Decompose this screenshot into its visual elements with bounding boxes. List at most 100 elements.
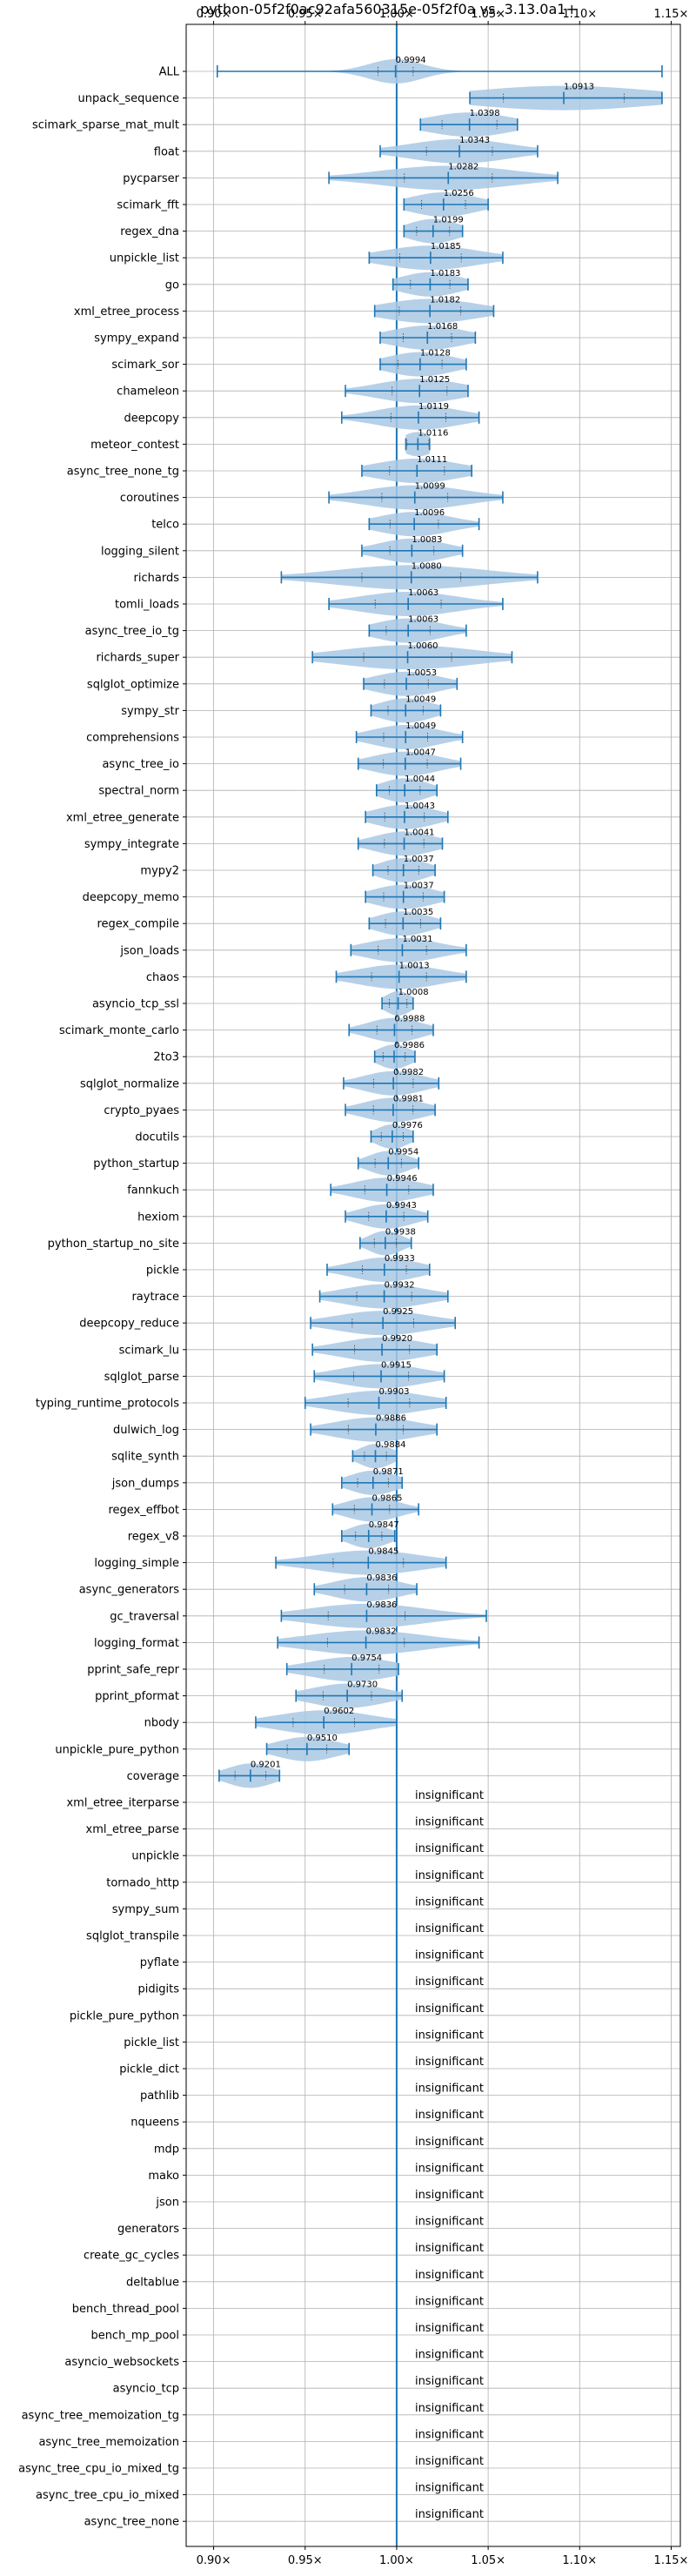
x-tick-label-top: 1.05×: [471, 8, 505, 21]
value-label: 1.0049: [405, 721, 436, 731]
benchmark-label: async_tree_none_tg: [67, 466, 179, 479]
benchmark-label: tomli_loads: [115, 599, 179, 612]
value-label: 1.0282: [448, 162, 478, 171]
benchmark-label: dulwich_log: [113, 1424, 179, 1437]
x-tick-label-bottom: 1.15×: [654, 2554, 689, 2567]
benchmark-label: deepcopy_memo: [83, 891, 179, 904]
insignificant-label: insignificant: [415, 2109, 484, 2122]
value-label: 1.0044: [405, 775, 435, 784]
benchmark-label: async_tree_none: [84, 2516, 179, 2529]
insignificant-label: insignificant: [415, 2322, 484, 2335]
benchmark-label: mako: [148, 2170, 179, 2183]
benchmark-label: comprehensions: [86, 732, 179, 745]
x-tick-label-top: 1.00×: [379, 8, 414, 21]
benchmark-label: sqlglot_transpile: [86, 1930, 179, 1943]
benchmark-label: logging_silent: [101, 545, 179, 558]
benchmark-label: generators: [117, 2223, 179, 2236]
value-label: 1.0116: [418, 428, 448, 438]
benchmark-label: sqlglot_normalize: [80, 1077, 179, 1090]
benchmark-label: python_startup: [93, 1157, 179, 1171]
value-label: 0.9933: [385, 1254, 415, 1264]
benchmark-label: sympy_integrate: [84, 838, 179, 851]
benchmark-label: ALL: [159, 66, 180, 79]
value-label: 0.9832: [366, 1627, 397, 1636]
value-label: 0.9201: [251, 1760, 281, 1769]
benchmark-label: fannkuch: [127, 1184, 179, 1197]
value-label: 0.9925: [383, 1307, 413, 1317]
value-label: 0.9903: [379, 1387, 410, 1397]
insignificant-label: insignificant: [415, 2375, 484, 2388]
insignificant-label: insignificant: [415, 2508, 484, 2521]
value-label: 1.0183: [430, 269, 460, 278]
value-label: 0.9943: [386, 1201, 417, 1211]
insignificant-label: insignificant: [415, 2242, 484, 2255]
value-label: 1.0041: [405, 828, 435, 837]
value-label: 0.9982: [393, 1068, 424, 1077]
value-label: 0.9836: [366, 1600, 397, 1610]
value-label: 1.0035: [403, 908, 433, 917]
value-label: 0.9836: [366, 1573, 397, 1583]
benchmark-label: xml_etree_parse: [86, 1823, 179, 1836]
benchmark-label: raytrace: [131, 1291, 179, 1304]
benchmark-label: coroutines: [120, 492, 179, 505]
value-label: 1.0096: [414, 508, 445, 518]
benchmark-label: async_tree_cpu_io_mixed: [36, 2489, 179, 2502]
benchmark-label: float: [154, 145, 179, 158]
benchmark-label: async_generators: [79, 1584, 180, 1597]
benchmark-label: 2to3: [153, 1051, 179, 1064]
benchmark-label: pickle_pure_python: [70, 2009, 179, 2023]
benchmark-label: sqlite_synth: [111, 1451, 179, 1464]
benchmark-label: sqlglot_parse: [104, 1371, 179, 1384]
insignificant-label: insignificant: [415, 1816, 484, 1829]
benchmark-label: pickle_list: [124, 2036, 179, 2049]
benchmark-label: nbody: [144, 1717, 180, 1730]
benchmark-label: coverage: [127, 1770, 179, 1783]
value-label: 1.0049: [405, 694, 436, 704]
benchmark-label: pyflate: [140, 1956, 179, 1969]
value-label: 0.9510: [307, 1734, 338, 1743]
insignificant-label: insignificant: [415, 2083, 484, 2096]
value-label: 1.0398: [470, 109, 500, 118]
value-label: 1.0199: [433, 216, 464, 225]
value-label: 1.0080: [412, 561, 442, 571]
benchmark-label: sympy_str: [121, 705, 179, 718]
x-tick-label-bottom: 1.05×: [471, 2554, 505, 2567]
value-label: 0.9730: [347, 1680, 378, 1690]
benchmark-label: go: [165, 278, 179, 292]
insignificant-label: insignificant: [415, 2056, 484, 2069]
benchmark-label: logging_simple: [94, 1557, 179, 1570]
value-label: 0.9938: [385, 1227, 416, 1237]
benchmark-label: unpickle_pure_python: [55, 1743, 179, 1756]
benchmark-label: xml_etree_iterparse: [66, 1797, 179, 1810]
value-label: 1.0168: [427, 322, 458, 332]
x-tick-label-bottom: 1.10×: [562, 2554, 597, 2567]
benchmark-label: unpickle: [131, 1850, 179, 1863]
chart-title: python-05f2f0ac92afa560315e-05f2f0a vs. …: [200, 1, 578, 17]
benchmark-label: async_tree_io: [102, 758, 179, 771]
benchmark-label: meteor_contest: [90, 439, 179, 452]
plot-frame: [185, 23, 681, 2547]
insignificant-label: insignificant: [415, 2349, 484, 2362]
insignificant-label: insignificant: [415, 1869, 484, 1882]
insignificant-label: insignificant: [415, 1842, 484, 1855]
benchmark-label: scimark_fft: [117, 199, 179, 212]
benchmark-label: asyncio_websockets: [64, 2356, 179, 2369]
value-label: 1.0083: [412, 535, 442, 545]
value-label: 0.9884: [376, 1440, 406, 1450]
value-label: 1.0256: [444, 189, 474, 198]
benchmark-label: mdp: [154, 2143, 179, 2156]
value-label: 1.0343: [459, 136, 490, 145]
value-label: 0.9915: [381, 1360, 412, 1370]
value-label: 1.0111: [417, 455, 447, 465]
x-tick-label-top: 1.10×: [562, 8, 597, 21]
benchmark-label: scimark_sparse_mat_mult: [32, 119, 179, 132]
benchmark-label: pycparser: [123, 172, 179, 185]
value-label: 1.0037: [404, 855, 434, 864]
value-label: 0.9865: [372, 1493, 403, 1503]
value-label: 0.9994: [396, 56, 426, 65]
benchmark-label: deltablue: [126, 2276, 179, 2289]
insignificant-label: insignificant: [415, 1949, 484, 1962]
benchmark-label: pickle: [146, 1265, 179, 1278]
benchmark-label: create_gc_cycles: [84, 2250, 179, 2263]
value-label: 1.0013: [399, 961, 430, 970]
